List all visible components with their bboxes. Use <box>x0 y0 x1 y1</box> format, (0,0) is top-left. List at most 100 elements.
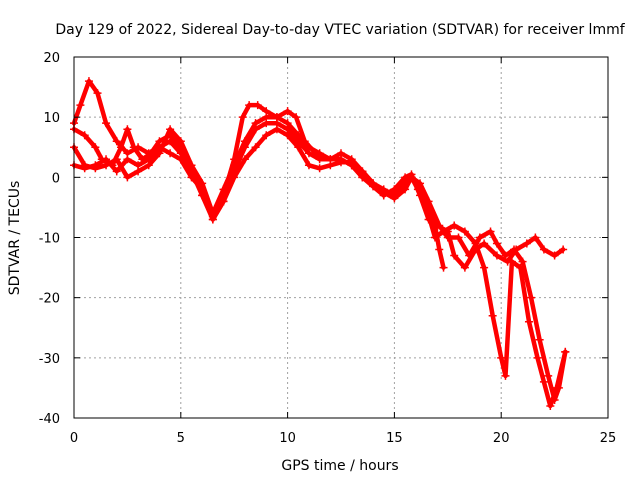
data-point <box>486 227 495 236</box>
y-tick-label: 0 <box>52 171 60 186</box>
data-point <box>358 173 367 182</box>
data-point <box>245 101 254 110</box>
data-point <box>390 185 399 194</box>
data-point <box>497 353 506 362</box>
data-point <box>116 143 125 152</box>
data-point <box>531 233 540 242</box>
data-point <box>460 263 469 272</box>
data-point <box>450 251 459 260</box>
data-point <box>533 353 542 362</box>
data-point <box>422 203 431 212</box>
y-tick-label: 10 <box>43 111 60 126</box>
data-point <box>102 119 111 128</box>
data-point <box>518 257 527 266</box>
data-point <box>253 101 262 110</box>
data-point <box>488 311 497 320</box>
x-tick-label: 20 <box>493 431 510 446</box>
y-tick-label: -10 <box>39 232 60 247</box>
data-point <box>155 149 164 158</box>
data-point <box>524 317 533 326</box>
data-point <box>240 143 249 152</box>
y-tick-label: -40 <box>39 412 60 427</box>
data-point <box>262 119 271 128</box>
data-point <box>84 77 93 86</box>
data-point <box>112 137 121 146</box>
data-point <box>166 149 175 158</box>
data-point <box>507 257 516 266</box>
data-point <box>546 401 555 410</box>
data-point <box>450 221 459 230</box>
data-point <box>544 371 553 380</box>
x-tick-label: 5 <box>177 431 185 446</box>
x-axis-title: GPS time / hours <box>281 458 398 474</box>
data-point <box>262 131 271 140</box>
grid <box>74 57 608 418</box>
data-point <box>539 377 548 386</box>
data-point <box>475 233 484 242</box>
data-point <box>251 125 260 134</box>
y-tick-label: -30 <box>39 352 60 367</box>
data-point <box>198 191 207 200</box>
data-point <box>416 179 425 188</box>
data-point <box>176 155 185 164</box>
data-point <box>435 245 444 254</box>
data-point <box>390 194 399 203</box>
data-point <box>407 173 416 182</box>
chart-title: Day 129 of 2022, Sidereal Day-to-day VTE… <box>55 22 625 38</box>
data-point <box>430 233 439 242</box>
series-track-d <box>70 119 570 410</box>
data-point <box>251 143 260 152</box>
data-point <box>454 233 463 242</box>
data-point <box>91 164 100 173</box>
data-point <box>80 131 89 140</box>
data-point <box>535 335 544 344</box>
data-point <box>129 143 138 152</box>
data-point <box>552 383 561 392</box>
data-point <box>134 167 143 176</box>
data-point <box>80 161 89 170</box>
data-point <box>123 173 132 182</box>
data-point <box>219 197 228 206</box>
data-point <box>501 251 510 260</box>
x-tick-label: 0 <box>70 431 78 446</box>
data-point <box>480 239 489 248</box>
data-point <box>559 245 568 254</box>
x-tick-label: 15 <box>386 431 403 446</box>
data-point <box>501 371 510 380</box>
data-point <box>413 185 422 194</box>
data-point <box>304 161 313 170</box>
data-point <box>443 233 452 242</box>
y-tick-label: -20 <box>39 292 60 307</box>
data-point <box>347 161 356 170</box>
data-point <box>401 179 410 188</box>
data-point <box>292 113 301 122</box>
data-point <box>460 227 469 236</box>
data-point <box>379 191 388 200</box>
data-point <box>480 263 489 272</box>
series-track-b <box>70 113 568 272</box>
tick-labels: 0 5 10 15 20 25 20 10 0 -10 -20 -30 -40 <box>39 51 617 446</box>
data-point <box>272 119 281 128</box>
data-point <box>439 263 448 272</box>
data-point <box>465 251 474 260</box>
data-point <box>471 239 480 248</box>
data-point <box>112 167 121 176</box>
series-layer <box>70 77 570 410</box>
data-point <box>208 215 217 224</box>
data-point <box>510 245 519 254</box>
data-point <box>102 161 111 170</box>
data-point <box>238 113 247 122</box>
data-point <box>492 239 501 248</box>
data-point <box>283 125 292 134</box>
data-point <box>166 125 175 134</box>
ticks <box>73 56 609 419</box>
data-point <box>91 143 100 152</box>
data-point <box>315 164 324 173</box>
data-point <box>230 167 239 176</box>
data-point <box>435 221 444 230</box>
data-point <box>315 155 324 164</box>
data-point <box>522 239 531 248</box>
data-point <box>527 293 536 302</box>
data-point <box>112 155 121 164</box>
